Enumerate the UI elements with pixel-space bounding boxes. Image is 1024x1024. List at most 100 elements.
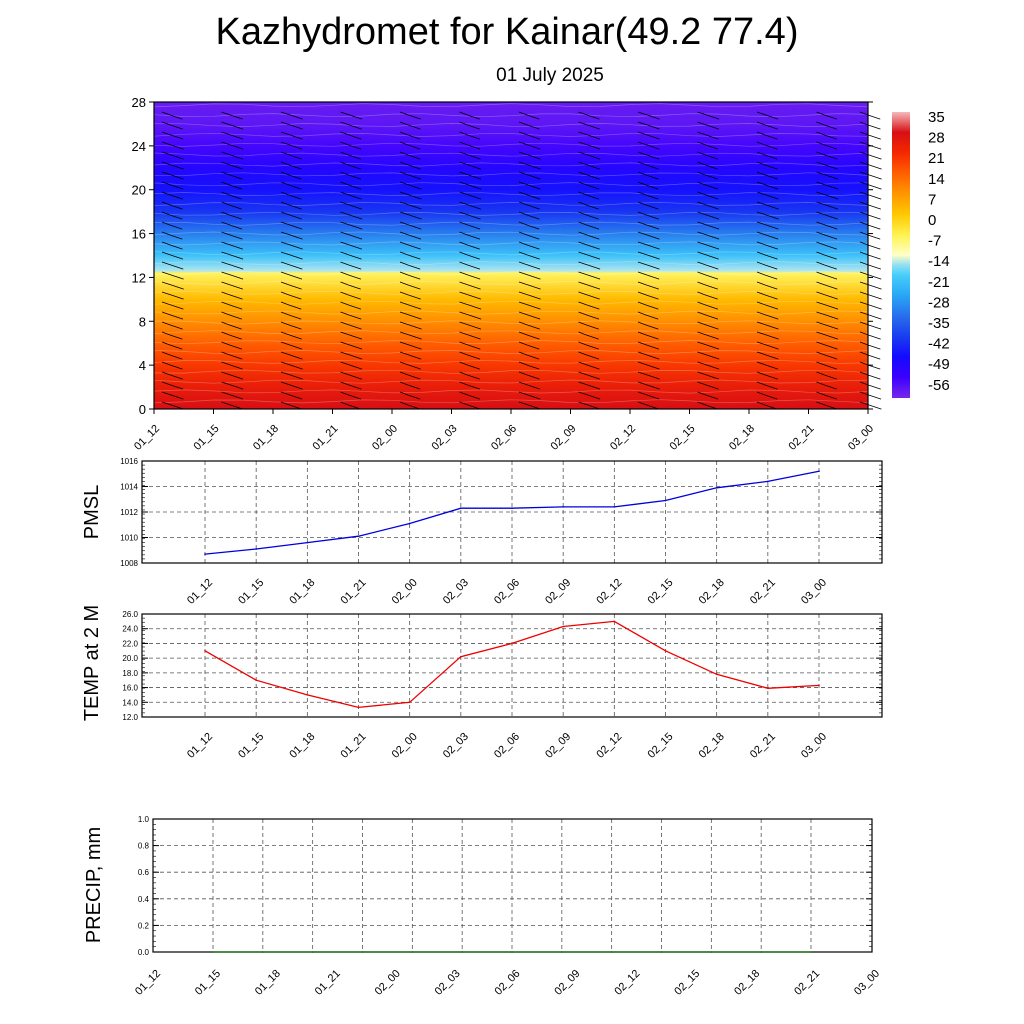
wind-barb <box>816 311 827 316</box>
wind-barb <box>518 231 528 236</box>
wind-barb-flag <box>467 144 481 150</box>
wind-barb-flag <box>706 334 719 340</box>
wind-barb <box>637 151 648 156</box>
wind-barb <box>518 241 528 246</box>
wind-barb <box>518 141 529 146</box>
colorbar-label: -42 <box>928 336 950 353</box>
wind-barb-flag <box>586 324 599 330</box>
wind-barb <box>859 201 869 206</box>
wind-barb-flag <box>868 364 881 370</box>
wind-barb-flag <box>229 214 242 220</box>
wind-barb <box>161 271 172 276</box>
wind-barb <box>756 341 767 346</box>
wind-barb-flag <box>467 374 480 380</box>
wind-barb <box>518 181 529 186</box>
wind-barb <box>161 261 172 266</box>
pmsl-axis-label: PMSL <box>81 485 103 539</box>
wind-barb <box>816 201 827 206</box>
wind-barb-flag <box>869 404 882 410</box>
wind-barb <box>161 281 172 286</box>
wind-barb-flag <box>766 214 779 220</box>
wind-barb-flag <box>348 164 361 170</box>
wind-barb <box>697 151 707 156</box>
pmsl-data-point <box>204 553 206 555</box>
wind-barb-flag <box>587 294 600 300</box>
wind-barb <box>756 391 766 396</box>
wind-barb-flag <box>765 284 778 290</box>
wind-barb-flag <box>527 344 540 350</box>
wind-barb <box>399 401 409 406</box>
wind-barb <box>280 211 291 216</box>
wind-barb-flag <box>230 384 244 390</box>
wind-barb <box>161 141 172 146</box>
wind-barb <box>756 181 767 186</box>
x-tick-label: 02_12 <box>612 968 642 998</box>
wind-barb-flag <box>824 234 838 240</box>
wind-barb-flag <box>290 264 303 270</box>
x-tick-label: 02_03 <box>441 731 471 761</box>
wind-barb-flag <box>587 364 600 370</box>
wind-barb-flag <box>868 354 881 360</box>
wind-barb-flag <box>826 314 839 320</box>
wind-barb-flag <box>527 334 540 340</box>
wind-barb-flag <box>290 364 303 370</box>
temp-data-point <box>715 673 718 676</box>
wind-barb <box>518 301 529 306</box>
wind-barb <box>859 231 869 236</box>
wind-barb-flag <box>646 304 659 310</box>
wind-barb <box>816 261 825 266</box>
wind-barb <box>756 331 767 336</box>
wind-barb <box>221 321 230 326</box>
x-tick-label: 03_00 <box>799 731 829 761</box>
wind-barb-flag <box>766 204 779 210</box>
wind-barb <box>161 171 172 176</box>
x-tick-label: 01_15 <box>236 731 266 761</box>
wind-barb <box>161 231 171 236</box>
wind-barb <box>459 371 468 376</box>
wind-barb <box>859 251 869 256</box>
wind-barb <box>459 151 469 156</box>
wind-barb-flag <box>408 144 421 150</box>
wind-barb <box>637 111 648 116</box>
y-tick-label: 0.0 <box>138 948 150 957</box>
x-tick-label: 02_09 <box>543 731 573 761</box>
wind-barb-flag <box>587 184 600 190</box>
wind-barb-flag <box>468 304 482 310</box>
wind-barb-flag <box>348 274 362 280</box>
x-tick-label: 02_12 <box>608 423 638 453</box>
wind-barb <box>161 311 172 316</box>
wind-barb-flag <box>587 154 601 160</box>
wind-barb <box>637 141 648 146</box>
wind-barb-flag <box>467 264 481 270</box>
wind-barb-flag <box>467 254 480 260</box>
wind-barb <box>578 321 587 326</box>
wind-barb <box>756 401 766 406</box>
wind-barb <box>756 351 767 356</box>
wind-barb <box>859 361 869 366</box>
wind-barb-flag <box>765 144 778 150</box>
wind-barb-flag <box>705 174 718 180</box>
wind-barb-flag <box>588 144 601 150</box>
y-tick-label: 1014 <box>120 483 138 492</box>
wind-barb-flag <box>868 204 881 210</box>
wind-barb <box>399 391 409 396</box>
wind-barb <box>459 231 469 236</box>
wind-barb <box>578 191 588 196</box>
y-tick-label: 0.8 <box>138 842 150 851</box>
wind-barb-flag <box>348 394 362 400</box>
wind-barb-flag <box>647 274 660 280</box>
wind-barb <box>399 291 409 296</box>
wind-barb <box>399 191 410 196</box>
x-tick-label: 01_12 <box>132 423 162 453</box>
wind-barb <box>161 191 171 196</box>
wind-barb-flag <box>587 284 601 290</box>
contour-line <box>153 202 869 206</box>
wind-barb <box>459 221 469 226</box>
wind-barb <box>221 301 231 306</box>
wind-barb <box>578 291 588 296</box>
wind-barb <box>161 221 171 226</box>
x-tick-label: 01_21 <box>311 423 341 453</box>
wind-barb <box>221 261 232 266</box>
wind-barb-flag <box>765 294 778 300</box>
pmsl-data-point <box>255 548 257 550</box>
